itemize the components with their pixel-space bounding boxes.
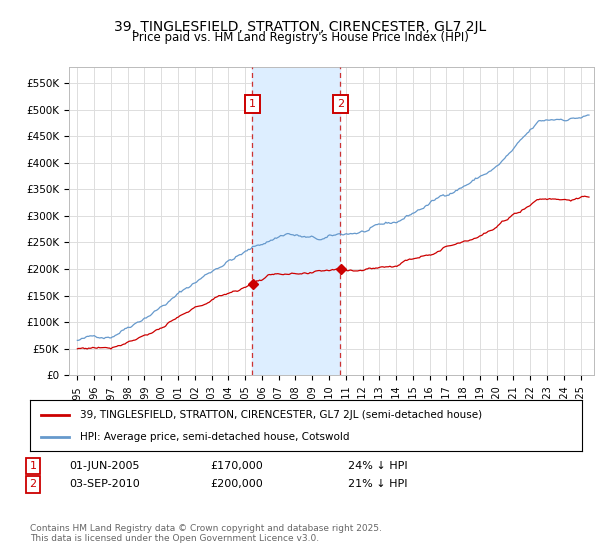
Text: Contains HM Land Registry data © Crown copyright and database right 2025.
This d: Contains HM Land Registry data © Crown c… [30,524,382,543]
Bar [252,67,340,375]
Text: £170,000: £170,000 [210,461,263,471]
Text: 39, TINGLESFIELD, STRATTON, CIRENCESTER, GL7 2JL (semi-detached house): 39, TINGLESFIELD, STRATTON, CIRENCESTER,… [80,409,482,419]
Text: 2: 2 [337,99,344,109]
Text: 2: 2 [29,479,37,489]
Text: HPI: Average price, semi-detached house, Cotswold: HPI: Average price, semi-detached house,… [80,432,349,442]
Text: Price paid vs. HM Land Registry's House Price Index (HPI): Price paid vs. HM Land Registry's House … [131,31,469,44]
Text: 24% ↓ HPI: 24% ↓ HPI [348,461,407,471]
Text: £200,000: £200,000 [210,479,263,489]
Text: 39, TINGLESFIELD, STRATTON, CIRENCESTER, GL7 2JL: 39, TINGLESFIELD, STRATTON, CIRENCESTER,… [114,20,486,34]
Text: 1: 1 [29,461,37,471]
Text: 01-JUN-2005: 01-JUN-2005 [69,461,139,471]
Text: 1: 1 [248,99,256,109]
Text: 03-SEP-2010: 03-SEP-2010 [69,479,140,489]
Text: 21% ↓ HPI: 21% ↓ HPI [348,479,407,489]
